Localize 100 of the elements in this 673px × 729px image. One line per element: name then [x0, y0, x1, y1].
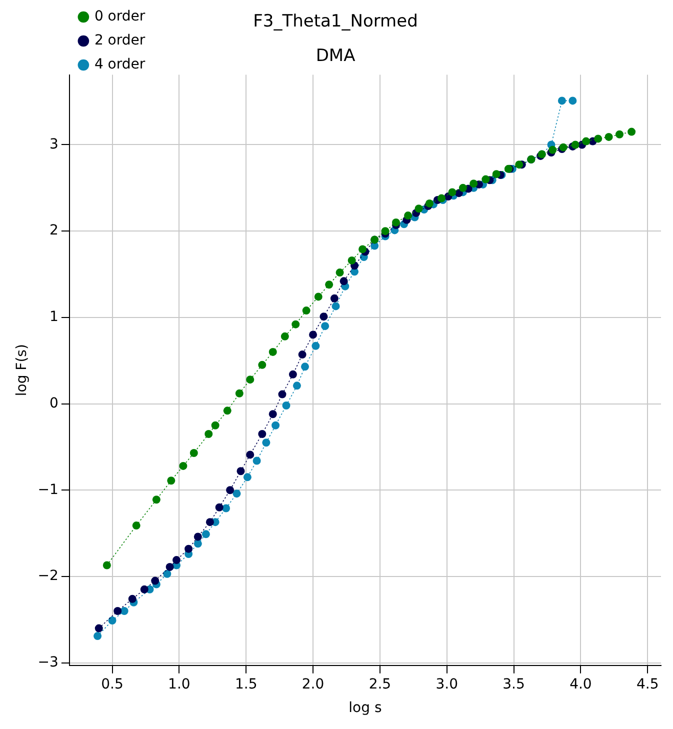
point [381, 227, 390, 236]
legend-label: 0 order [94, 8, 146, 25]
x-tick-label: 1.0 [168, 676, 190, 692]
point [628, 128, 636, 136]
point [470, 180, 478, 188]
y-axis-title: log F(s) [14, 344, 30, 396]
chart-title: F3_Theta1_Normed [253, 12, 418, 32]
point [458, 184, 467, 192]
point [108, 616, 116, 624]
point [258, 360, 266, 369]
point [292, 320, 300, 328]
point [132, 522, 140, 530]
point [302, 306, 310, 315]
point [94, 632, 102, 640]
point [140, 585, 148, 594]
legend-label: 4 order [94, 56, 146, 73]
point [194, 532, 202, 541]
point [272, 421, 280, 430]
point [392, 218, 400, 226]
point [252, 456, 261, 465]
point [94, 624, 103, 632]
point [172, 556, 181, 564]
point [190, 448, 198, 457]
point [167, 476, 176, 485]
point [320, 312, 328, 321]
point [211, 421, 220, 430]
point [558, 96, 566, 105]
x-tick-label: 2.0 [302, 676, 324, 692]
point [594, 134, 602, 143]
point [321, 322, 330, 330]
point [128, 594, 136, 603]
point [184, 544, 193, 553]
point [206, 518, 214, 526]
legend-label: 2 order [94, 32, 146, 49]
point [232, 490, 241, 498]
y-tick-label: 2 [50, 222, 58, 239]
chart-subtitle: DMA [316, 46, 356, 66]
point [332, 302, 340, 310]
y-tick-label: 1 [50, 309, 58, 326]
point [246, 376, 254, 384]
point [309, 330, 318, 339]
y-tick-label: 3 [50, 136, 58, 152]
y-tick-label: −2 [38, 568, 58, 584]
point [312, 342, 320, 350]
point [282, 402, 290, 410]
point [151, 576, 160, 585]
point [325, 280, 334, 289]
point [288, 370, 297, 378]
point [246, 450, 254, 459]
x-tick-label: 3.5 [502, 676, 525, 692]
y-tick-label: 0 [50, 395, 58, 412]
x-axis-title: log s [348, 700, 382, 716]
y-tick-label: −1 [38, 482, 58, 498]
point [314, 292, 322, 301]
point [482, 175, 490, 184]
point [202, 530, 210, 538]
point [102, 561, 111, 570]
point [492, 170, 500, 178]
x-tick-label: 2.5 [368, 676, 392, 692]
point [330, 294, 338, 302]
x-tick-label: 4.0 [570, 676, 592, 692]
point [414, 204, 423, 213]
point [448, 188, 456, 196]
point [278, 390, 286, 398]
point [548, 146, 557, 154]
point [268, 410, 277, 418]
point [268, 348, 277, 356]
point [340, 277, 348, 286]
point [425, 199, 434, 208]
point [114, 607, 122, 616]
point [298, 350, 306, 359]
point [226, 486, 234, 494]
point [280, 332, 289, 340]
point [300, 362, 309, 371]
x-tick-label: 1.5 [234, 676, 258, 692]
point [179, 462, 188, 470]
point [616, 130, 624, 138]
point [194, 540, 202, 548]
point [223, 406, 232, 415]
point [204, 430, 213, 438]
point [215, 503, 224, 512]
point [163, 570, 172, 578]
x-tick-label: 4.5 [636, 676, 659, 692]
y-tick-label: −3 [38, 654, 58, 670]
point [152, 496, 160, 504]
point [166, 562, 174, 571]
point [604, 132, 613, 141]
point [243, 473, 252, 482]
point [222, 504, 230, 512]
point [236, 467, 245, 476]
point [336, 268, 344, 277]
point [235, 389, 244, 398]
point [258, 430, 266, 438]
point [262, 438, 270, 447]
point [582, 137, 590, 146]
point [292, 382, 301, 390]
x-tick-label: 3.0 [436, 676, 458, 692]
x-tick-label: 0.5 [101, 676, 124, 692]
point [404, 212, 412, 220]
point [568, 96, 577, 105]
